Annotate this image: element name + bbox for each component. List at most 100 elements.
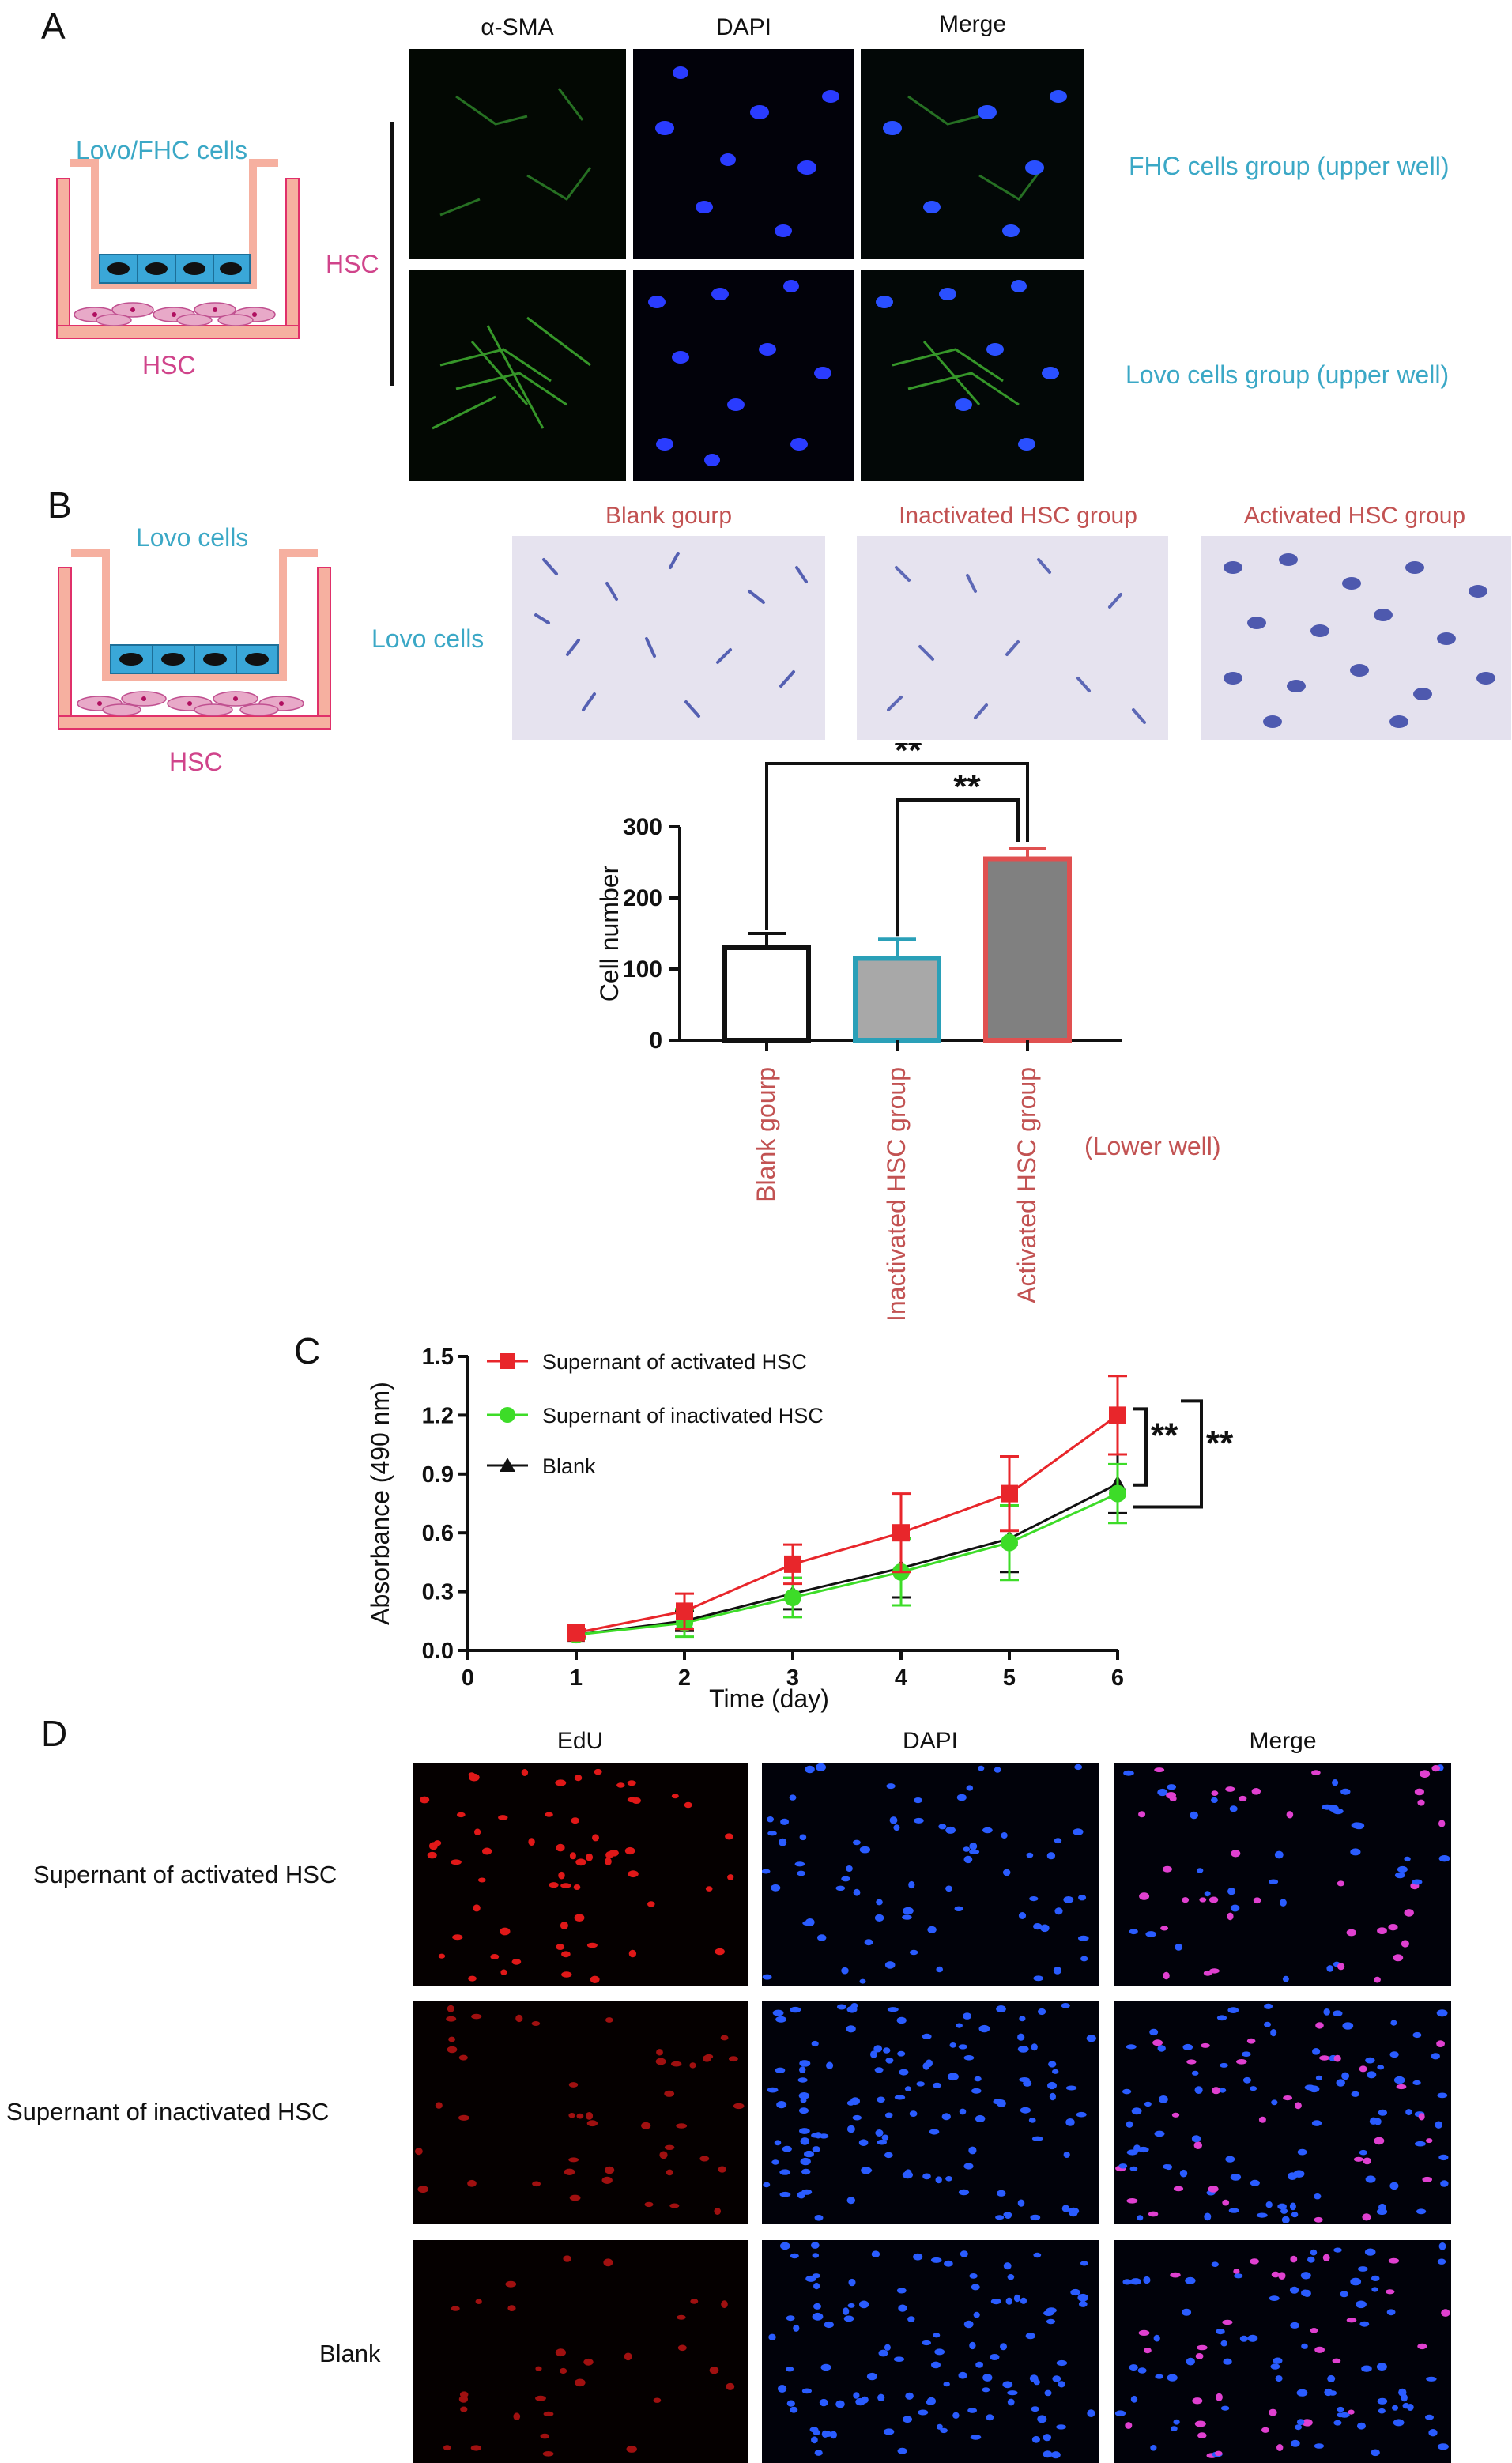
x-tick-label: 1 [570, 1665, 583, 1691]
significance-bracket [765, 762, 1029, 930]
data-point [1109, 1484, 1126, 1503]
micrograph-blank-dapi [762, 2240, 1099, 2463]
data-point [892, 1524, 910, 1542]
legend-label: Supernant of activated HSC [542, 1350, 807, 1374]
bar [853, 956, 941, 1043]
col-title-inactivated: Inactivated HSC group [899, 503, 1137, 529]
col-title-asma: α-SMA [481, 14, 554, 40]
transwell-schematic-b [58, 549, 331, 730]
data-point [1001, 1533, 1018, 1552]
row-label-lovo: Lovo cells group (upper well) [1126, 360, 1450, 389]
line-chart-absorbance: 0.0 0.3 0.6 0.9 1.2 1.5 0 1 2 3 4 5 6 Time (day) Absor… [366, 1345, 1234, 1713]
micrograph-fhc-asma [409, 49, 626, 259]
micrograph-transwell-activated [1201, 536, 1511, 740]
data-point [1001, 1484, 1018, 1503]
legend-marker [500, 1458, 515, 1472]
schematic-a-bottom-label: HSC [142, 351, 196, 379]
y-tick-label: 0.0 [422, 1639, 454, 1664]
significance-bracket [896, 798, 1020, 937]
col-title-activated: Activated HSC group [1243, 503, 1466, 529]
schematic-b-top-label: Lovo cells [136, 523, 249, 552]
x-tick-label: 0 [462, 1665, 474, 1691]
data-point [676, 1602, 693, 1620]
legend-marker [500, 1353, 515, 1369]
x-tick-label: 2 [678, 1665, 691, 1691]
micrograph-transwell-inactivated [857, 536, 1168, 740]
col-title-merge: Merge [938, 11, 1007, 37]
x-tick-label: 5 [1003, 1665, 1016, 1691]
col-title-dapi-d: DAPI [902, 1728, 959, 1754]
data-point [567, 1624, 585, 1642]
x-tick-label: 6 [1111, 1665, 1124, 1691]
panel-label-b: B [47, 485, 72, 526]
x-tick-label: Blank gourp [752, 1067, 780, 1202]
significance-label: ** [1206, 1424, 1234, 1462]
panel-label-d: D [41, 1713, 68, 1754]
series-line [575, 1492, 1118, 1636]
significance-label: ** [895, 743, 922, 770]
x-tick-label: Activated HSC group [1012, 1067, 1041, 1303]
y-tick-label: 0 [649, 1028, 662, 1054]
significance-bracket [1133, 1399, 1203, 1509]
transwell-schematic-a [56, 159, 300, 339]
micrograph-blank-merge [1114, 2240, 1451, 2463]
x-tick-label: Inactivated HSC group [882, 1067, 911, 1322]
row-label-fhc: FHC cells group (upper well) [1129, 152, 1450, 180]
schematic-b-bottom-label: HSC [169, 748, 223, 776]
micrograph-activated-merge [1114, 1763, 1451, 1986]
significance-bracket [1133, 1407, 1148, 1487]
row-label-lovo-cells: Lovo cells [371, 624, 485, 653]
lower-well-label: (Lower well) [1084, 1132, 1221, 1160]
row-label-activated: Supernant of activated HSC [33, 1861, 337, 1888]
schematic-a-top-label: Lovo/FHC cells [76, 136, 247, 164]
micrograph-fhc-merge [861, 49, 1084, 259]
col-title-edu: EdU [556, 1728, 604, 1754]
x-axis-label: Time (day) [709, 1684, 829, 1713]
col-title-merge-d: Merge [1249, 1728, 1317, 1754]
bar [722, 945, 811, 1043]
row-group-bracket [390, 122, 394, 386]
series-line [575, 1482, 1118, 1636]
panel-label-c: C [294, 1330, 321, 1371]
y-tick-label: 300 [623, 814, 662, 840]
micrograph-inactivated-merge [1114, 2001, 1451, 2224]
row-side-label-hsc: HSC [326, 250, 379, 278]
micrograph-blank-edu [413, 2240, 748, 2463]
row-label-inactivated: Supernant of inactivated HSC [6, 2098, 330, 2125]
significance-label: ** [1151, 1416, 1178, 1454]
data-point [784, 1589, 801, 1607]
micrograph-lovo-merge [861, 270, 1084, 481]
micrograph-inactivated-dapi [762, 2001, 1099, 2224]
significance-label: ** [953, 768, 981, 806]
x-tick-label: 4 [895, 1665, 907, 1691]
micrograph-activated-edu [413, 1763, 748, 1986]
bar-chart-cell-number: 0 100 200 300 Cell number Blank gourp Inactiva… [595, 743, 1122, 1322]
micrograph-lovo-asma [409, 270, 626, 481]
col-title-blank: Blank gourp [605, 503, 733, 529]
micrograph-lovo-dapi [633, 270, 854, 481]
series-line [575, 1414, 1118, 1635]
x-tick-label: 3 [786, 1665, 799, 1691]
micrograph-inactivated-edu [413, 2001, 748, 2224]
bar [983, 856, 1072, 1043]
row-label-blank: Blank [319, 2340, 381, 2367]
y-tick-label: 0.9 [422, 1462, 454, 1488]
legend-label: Blank [542, 1454, 596, 1478]
legend-marker [500, 1407, 515, 1423]
y-axis-label: Cell number [595, 865, 624, 1001]
data-point [784, 1555, 801, 1573]
col-title-dapi: DAPI [715, 14, 772, 40]
legend-label: Supernant of inactivated HSC [542, 1404, 824, 1428]
micrograph-fhc-dapi [633, 49, 854, 259]
y-tick-label: 0.6 [422, 1521, 454, 1546]
y-tick-label: 1.5 [422, 1345, 454, 1370]
y-axis-label: Absorbance (490 nm) [366, 1382, 394, 1625]
y-tick-label: 100 [623, 956, 662, 983]
y-tick-label: 0.3 [422, 1580, 454, 1605]
panel-label-a: A [41, 6, 66, 47]
y-tick-label: 1.2 [422, 1403, 454, 1428]
y-tick-label: 200 [623, 885, 662, 911]
micrograph-transwell-blank [512, 536, 825, 740]
micrograph-activated-dapi [762, 1763, 1099, 1986]
data-point [1109, 1406, 1126, 1424]
